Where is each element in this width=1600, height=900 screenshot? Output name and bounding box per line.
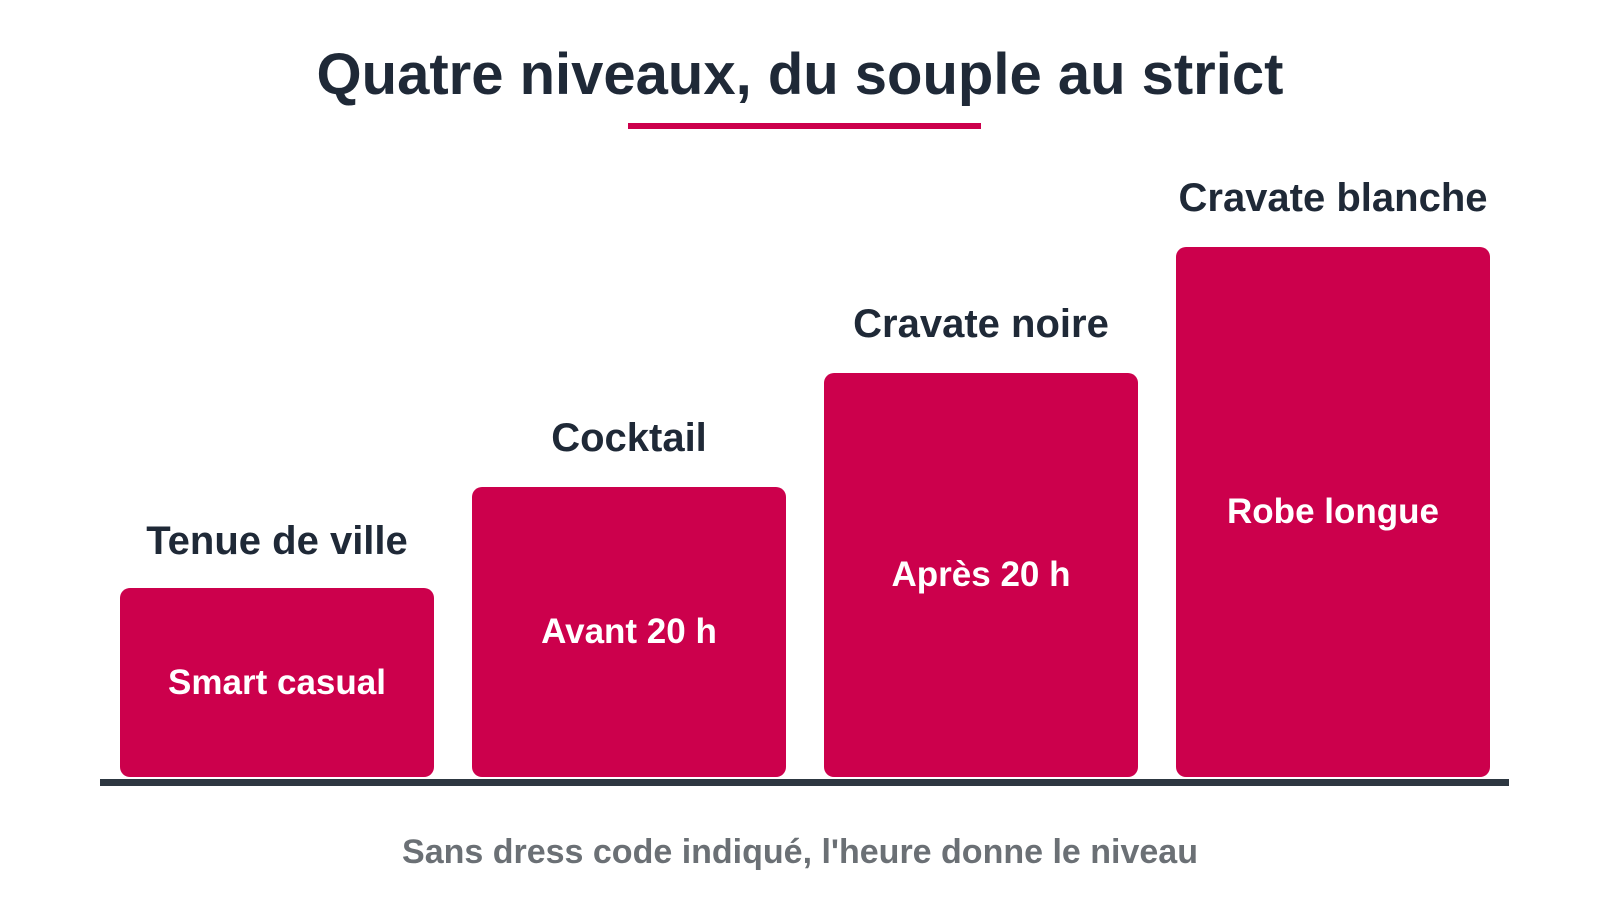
level-label-tenue-de-ville: Tenue de ville [146, 519, 408, 563]
level-label-cravate-noire: Cravate noire [853, 302, 1109, 346]
step-description: Robe longue [1227, 492, 1439, 531]
step-cravate-blanche: Robe longue [1176, 247, 1490, 777]
caption: Sans dress code indiqué, l'heure donne l… [402, 833, 1198, 871]
step-description: Smart casual [168, 662, 386, 702]
baseline [100, 779, 1509, 786]
step-description: Après 20 h [891, 555, 1071, 594]
level-label-cravate-blanche: Cravate blanche [1178, 176, 1488, 220]
diagram-title: Quatre niveaux, du souple au strict [316, 42, 1284, 107]
step-tenue-de-ville: Smart casual [120, 588, 434, 777]
step-cravate-noire: Après 20 h [824, 373, 1138, 777]
step-cocktail: Avant 20 h [472, 487, 786, 777]
step-description: Avant 20 h [541, 612, 717, 651]
title-underline [628, 123, 981, 129]
level-label-cocktail: Cocktail [551, 416, 707, 460]
